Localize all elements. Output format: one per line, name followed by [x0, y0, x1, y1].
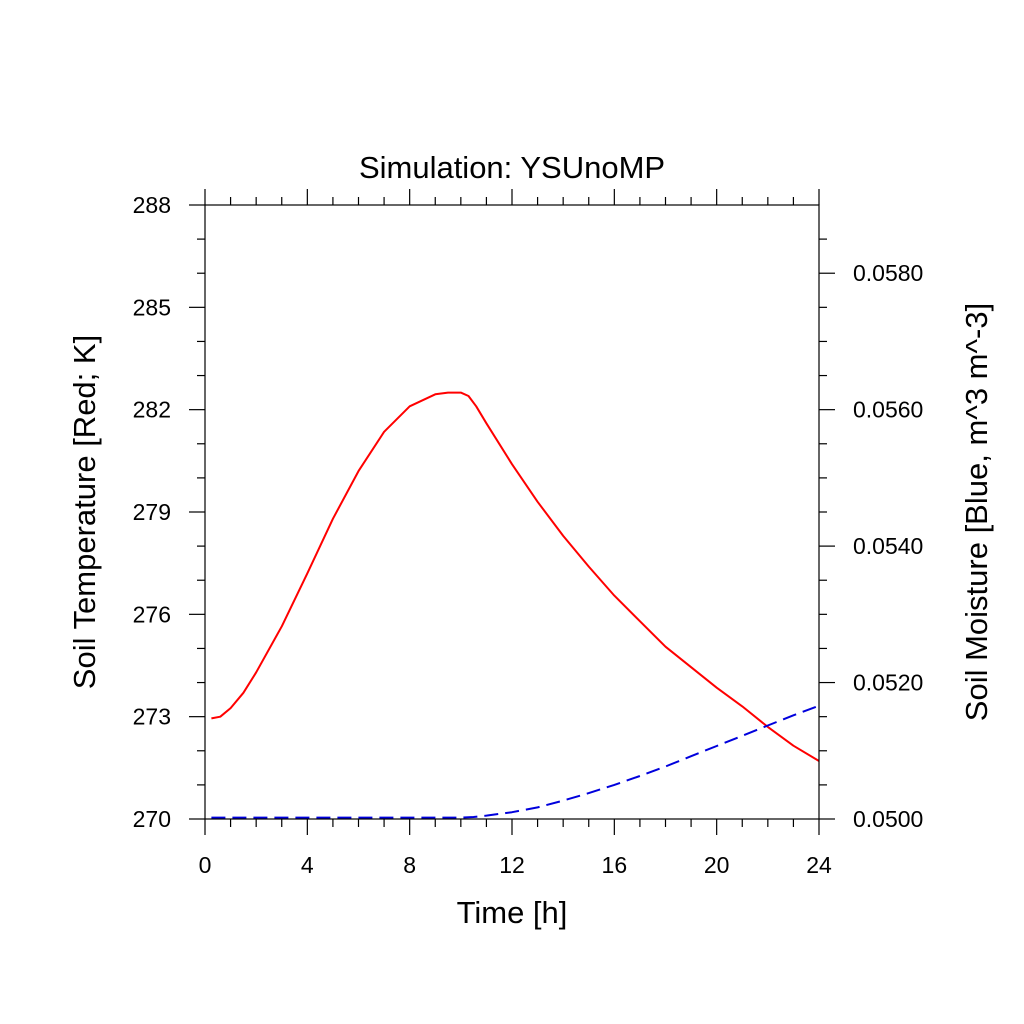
x-tick-label: 0	[199, 852, 212, 878]
soil-temperature-line	[211, 391, 820, 762]
plot-frame	[204, 204, 820, 820]
y-right-tick-label: 0.0580	[853, 260, 923, 286]
x-tick-label: 8	[403, 852, 416, 878]
y-left-tick-label: 270	[133, 806, 171, 832]
x-tick-labels: 0 4 8 12 16 20 24	[199, 852, 832, 878]
x-tick-label: 4	[301, 852, 314, 878]
soil-moisture-line	[211, 704, 820, 819]
y-left-tick-label: 285	[133, 294, 171, 320]
series-layer	[211, 391, 820, 819]
y-right-tick-labels: 0.0500 0.0520 0.0540 0.0560 0.0580	[853, 260, 923, 832]
y-left-tick-label: 282	[133, 397, 171, 423]
x-tick-label: 16	[602, 852, 628, 878]
chart-title: Simulation: YSUnoMP	[359, 150, 665, 185]
x-tick-label: 20	[704, 852, 730, 878]
x-axis-title: Time [h]	[457, 895, 568, 930]
y-right-tick-label: 0.0560	[853, 397, 923, 423]
major-ticks	[189, 189, 835, 835]
x-tick-label: 12	[499, 852, 525, 878]
y-right-tick-label: 0.0540	[853, 533, 923, 559]
y-left-tick-label: 279	[133, 499, 171, 525]
x-tick-label: 24	[806, 852, 832, 878]
y-right-tick-label: 0.0500	[853, 806, 923, 832]
minor-ticks	[197, 197, 827, 827]
y-right-axis-title: Soil Moisture [Blue, m^3 m^-3]	[959, 303, 994, 721]
y-left-tick-label: 288	[133, 192, 171, 218]
y-left-axis-title: Soil Temperature [Red; K]	[67, 335, 102, 689]
y-left-tick-label: 273	[133, 704, 171, 730]
y-left-tick-labels: 270 273 276 279 282 285 288	[133, 192, 171, 832]
y-right-tick-label: 0.0520	[853, 670, 923, 696]
y-left-tick-label: 276	[133, 601, 171, 627]
